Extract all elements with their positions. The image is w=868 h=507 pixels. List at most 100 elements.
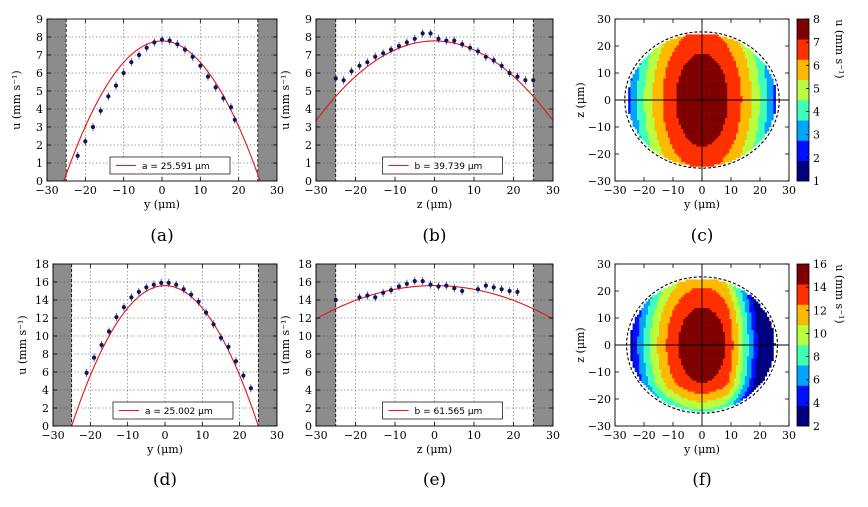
heatmap-cell — [696, 279, 699, 282]
heatmap-cell — [652, 89, 655, 92]
heatmap-cell — [657, 92, 660, 95]
data-point — [500, 64, 504, 68]
heatmap-cell — [712, 323, 715, 326]
heatmap-cell — [740, 293, 743, 296]
heatmap-cell — [703, 83, 706, 86]
heatmap-cell — [668, 122, 671, 125]
heatmap-cell — [648, 114, 651, 117]
heatmap-cell — [652, 56, 655, 59]
heatmap-cell — [705, 92, 708, 95]
heatmap-cell — [661, 105, 664, 108]
heatmap-cell — [668, 67, 671, 70]
heatmap-cell — [694, 162, 697, 165]
heatmap-cell — [734, 72, 737, 75]
heatmap-cell — [655, 299, 658, 302]
heatmap-cell — [738, 297, 741, 300]
heatmap-cell — [710, 312, 713, 315]
heatmap-cell — [767, 72, 770, 75]
heatmap-cell — [754, 85, 757, 88]
heatmap-cell — [630, 111, 633, 114]
heatmap-cell — [692, 50, 695, 53]
heatmap-cell — [668, 92, 671, 95]
heatmap-cell — [743, 114, 746, 117]
heatmap-cell — [729, 105, 732, 108]
heatmap-cell — [762, 76, 765, 79]
heatmap-cell — [699, 83, 702, 86]
heatmap-cell — [767, 103, 770, 106]
heatmap-cell — [644, 131, 647, 134]
colorbar-segment — [797, 100, 809, 121]
heatmap-cell — [714, 279, 717, 282]
heatmap-cell — [729, 56, 732, 59]
heatmap-cell — [723, 120, 726, 123]
heatmap-cell — [688, 50, 691, 53]
heatmap-cell — [729, 297, 732, 300]
heatmap-cell — [707, 149, 710, 152]
heatmap-cell — [718, 330, 721, 333]
heatmap-cell — [670, 89, 673, 92]
heatmap-cell — [685, 295, 688, 298]
heatmap-cell — [705, 56, 708, 59]
colorbar-tick-label: 6 — [813, 59, 820, 72]
heatmap-cell — [690, 74, 693, 77]
colorbar-tick-label: 7 — [813, 36, 820, 49]
heatmap-cell — [683, 81, 686, 84]
heatmap-cell — [694, 120, 697, 123]
heatmap-cell — [668, 81, 671, 84]
heatmap-cell — [641, 76, 644, 79]
heatmap-cell — [661, 87, 664, 90]
heatmap-cell — [738, 50, 741, 53]
heatmap-cell — [679, 39, 682, 42]
heatmap-cell — [685, 122, 688, 125]
heatmap-cell — [681, 304, 684, 307]
heatmap-cell — [765, 312, 768, 315]
heatmap-cell — [648, 129, 651, 132]
heatmap-cell — [688, 160, 691, 163]
heatmap-cell — [736, 107, 739, 110]
heatmap-cell — [655, 52, 658, 55]
heatmap-cell — [683, 41, 686, 44]
heatmap-cell — [749, 310, 752, 313]
heatmap-cell — [663, 155, 666, 158]
y-tick-label: 4 — [305, 384, 312, 397]
heatmap-cell — [754, 131, 757, 134]
heatmap-cell — [681, 81, 684, 84]
heatmap-cell — [694, 282, 697, 285]
heatmap-cell — [765, 114, 768, 117]
heatmap-cell — [681, 306, 684, 309]
heatmap-cell — [732, 133, 735, 136]
heatmap-cell — [762, 74, 765, 77]
heatmap-cell — [650, 116, 653, 119]
heatmap-cell — [729, 61, 732, 64]
heatmap-cell — [668, 131, 671, 134]
heatmap-cell — [633, 116, 636, 119]
heatmap-cell — [696, 151, 699, 154]
heatmap-cell — [668, 144, 671, 147]
heatmap-cell — [679, 153, 682, 156]
heatmap-cell — [712, 45, 715, 48]
heatmap-cell — [710, 59, 713, 62]
heatmap-cell — [747, 138, 750, 141]
heatmap-cell — [668, 76, 671, 79]
heatmap-cell — [685, 89, 688, 92]
heatmap-cell — [716, 131, 719, 134]
heatmap-cell — [699, 118, 702, 121]
heatmap-cell — [663, 332, 666, 335]
heatmap-cell — [729, 122, 732, 125]
heatmap-cell — [718, 70, 721, 73]
heatmap-cell — [710, 105, 713, 108]
heatmap-cell — [705, 317, 708, 320]
heatmap-cell — [641, 129, 644, 132]
data-point — [152, 40, 156, 44]
heatmap-cell — [712, 120, 715, 123]
heatmap-cell — [754, 107, 757, 110]
heatmap-cell — [670, 288, 673, 291]
heatmap-cell — [681, 299, 684, 302]
heatmap-cell — [769, 100, 772, 103]
heatmap-cell — [734, 65, 737, 68]
heatmap-cell — [725, 317, 728, 320]
heatmap-cell — [718, 96, 721, 99]
y-tick-label: 7 — [36, 49, 43, 62]
heatmap-cell — [674, 70, 677, 73]
heatmap-cell — [692, 140, 695, 143]
